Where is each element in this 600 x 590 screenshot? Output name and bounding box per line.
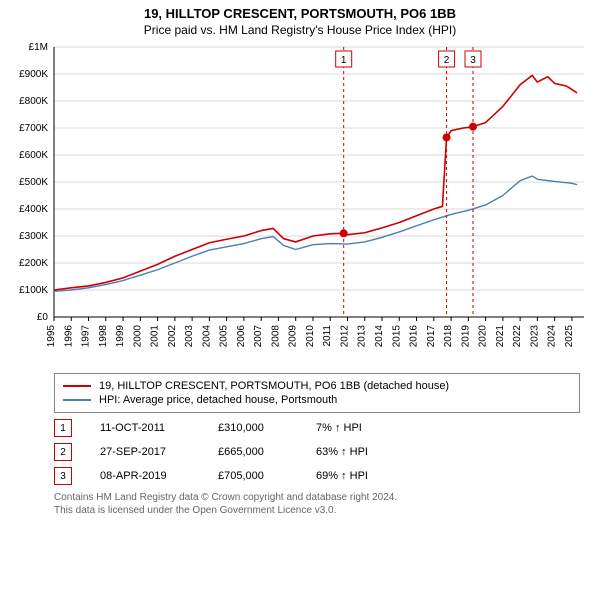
chart-area: £0 £100K £200K £300K £400K £500K £600K £700K £80… — [0, 37, 600, 367]
sale-row: 2 27-SEP-2017 £665,000 63% ↑ HPI — [54, 443, 580, 461]
legend-label: HPI: Average price, detached house, Port… — [99, 394, 337, 406]
sale-price: £665,000 — [218, 446, 288, 458]
x-tick-label: 2025 — [564, 325, 575, 348]
x-tick-label: 2011 — [322, 325, 333, 347]
sale-marker-dot — [469, 123, 477, 131]
y-tick-label: £0 — [37, 312, 49, 323]
x-tick-label: 2012 — [339, 325, 350, 348]
legend-row: HPI: Average price, detached house, Port… — [63, 394, 571, 406]
y-tick-label: £200K — [19, 258, 48, 269]
sale-marker-callout: 3 — [470, 55, 476, 66]
y-tick-label: £600K — [19, 150, 48, 161]
x-tick-label: 2003 — [184, 325, 195, 348]
sale-marker-callout: 2 — [444, 55, 450, 66]
y-tick-label: £900K — [19, 69, 48, 80]
x-tick-label: 2015 — [391, 325, 402, 348]
y-tick-label: £400K — [19, 204, 48, 215]
footer-line-1: Contains HM Land Registry data © Crown c… — [54, 491, 580, 504]
sale-marker-dot — [443, 133, 451, 141]
legend-label: 19, HILLTOP CRESCENT, PORTSMOUTH, PO6 1B… — [99, 380, 449, 392]
x-tick-label: 2024 — [547, 325, 558, 348]
x-tick-label: 2010 — [305, 325, 316, 348]
y-tick-label: £100K — [19, 285, 48, 296]
x-tick-label: 1995 — [46, 325, 57, 348]
x-tick-label: 2023 — [529, 325, 540, 348]
x-tick-label: 1997 — [81, 325, 92, 348]
sale-hpi: 69% ↑ HPI — [316, 470, 406, 482]
y-tick-label: £800K — [19, 96, 48, 107]
x-tick-label: 2004 — [201, 325, 212, 348]
x-tick-label: 2002 — [167, 325, 178, 348]
x-tick-label: 2006 — [236, 325, 247, 348]
chart-title-2: Price paid vs. HM Land Registry's House … — [0, 23, 600, 37]
x-tick-label: 2017 — [426, 325, 437, 348]
x-tick-label: 2001 — [150, 325, 161, 348]
sale-hpi: 63% ↑ HPI — [316, 446, 406, 458]
x-tick-label: 2013 — [357, 325, 368, 348]
x-tick-label: 2022 — [512, 325, 523, 348]
x-tick-label: 2018 — [443, 325, 454, 348]
x-tick-label: 2021 — [495, 325, 506, 348]
x-tick-label: 2020 — [478, 325, 489, 348]
x-tick-label: 2016 — [409, 325, 420, 348]
y-tick-label: £500K — [19, 177, 48, 188]
footer-line-2: This data is licensed under the Open Gov… — [54, 504, 580, 517]
legend-swatch — [63, 385, 91, 387]
sale-price: £310,000 — [218, 422, 288, 434]
chart-svg: £0 £100K £200K £300K £400K £500K £600K £700K £80… — [0, 37, 600, 367]
x-tick-label: 1996 — [63, 325, 74, 348]
legend: 19, HILLTOP CRESCENT, PORTSMOUTH, PO6 1B… — [54, 373, 580, 413]
sale-row: 3 08-APR-2019 £705,000 69% ↑ HPI — [54, 467, 580, 485]
sale-number-badge: 2 — [54, 443, 72, 461]
chart-title-1: 19, HILLTOP CRESCENT, PORTSMOUTH, PO6 1B… — [0, 6, 600, 21]
sale-date: 27-SEP-2017 — [100, 446, 190, 458]
y-tick-label: £1M — [29, 42, 48, 53]
sale-date: 11-OCT-2011 — [100, 422, 190, 434]
sale-marker-dot — [340, 229, 348, 237]
sale-date: 08-APR-2019 — [100, 470, 190, 482]
sale-price: £705,000 — [218, 470, 288, 482]
attribution-footer: Contains HM Land Registry data © Crown c… — [54, 491, 580, 517]
property-line — [54, 75, 577, 290]
sale-hpi: 7% ↑ HPI — [316, 422, 406, 434]
sales-table: 1 11-OCT-2011 £310,000 7% ↑ HPI 2 27-SEP-2017… — [54, 419, 580, 485]
x-tick-label: 1999 — [115, 325, 126, 348]
x-tick-label: 2009 — [288, 325, 299, 348]
x-tick-label: 2014 — [374, 325, 385, 348]
sale-number-badge: 1 — [54, 419, 72, 437]
sale-marker-callout: 1 — [341, 55, 347, 66]
sale-number-badge: 3 — [54, 467, 72, 485]
sale-row: 1 11-OCT-2011 £310,000 7% ↑ HPI — [54, 419, 580, 437]
x-tick-label: 2008 — [270, 325, 281, 348]
x-tick-label: 2000 — [132, 325, 143, 348]
x-tick-label: 1998 — [98, 325, 109, 348]
x-tick-label: 2019 — [460, 325, 471, 348]
y-tick-label: £700K — [19, 123, 48, 134]
x-tick-label: 2005 — [219, 325, 230, 348]
y-tick-label: £300K — [19, 231, 48, 242]
legend-row: 19, HILLTOP CRESCENT, PORTSMOUTH, PO6 1B… — [63, 380, 571, 392]
legend-swatch — [63, 399, 91, 401]
x-tick-label: 2007 — [253, 325, 264, 348]
